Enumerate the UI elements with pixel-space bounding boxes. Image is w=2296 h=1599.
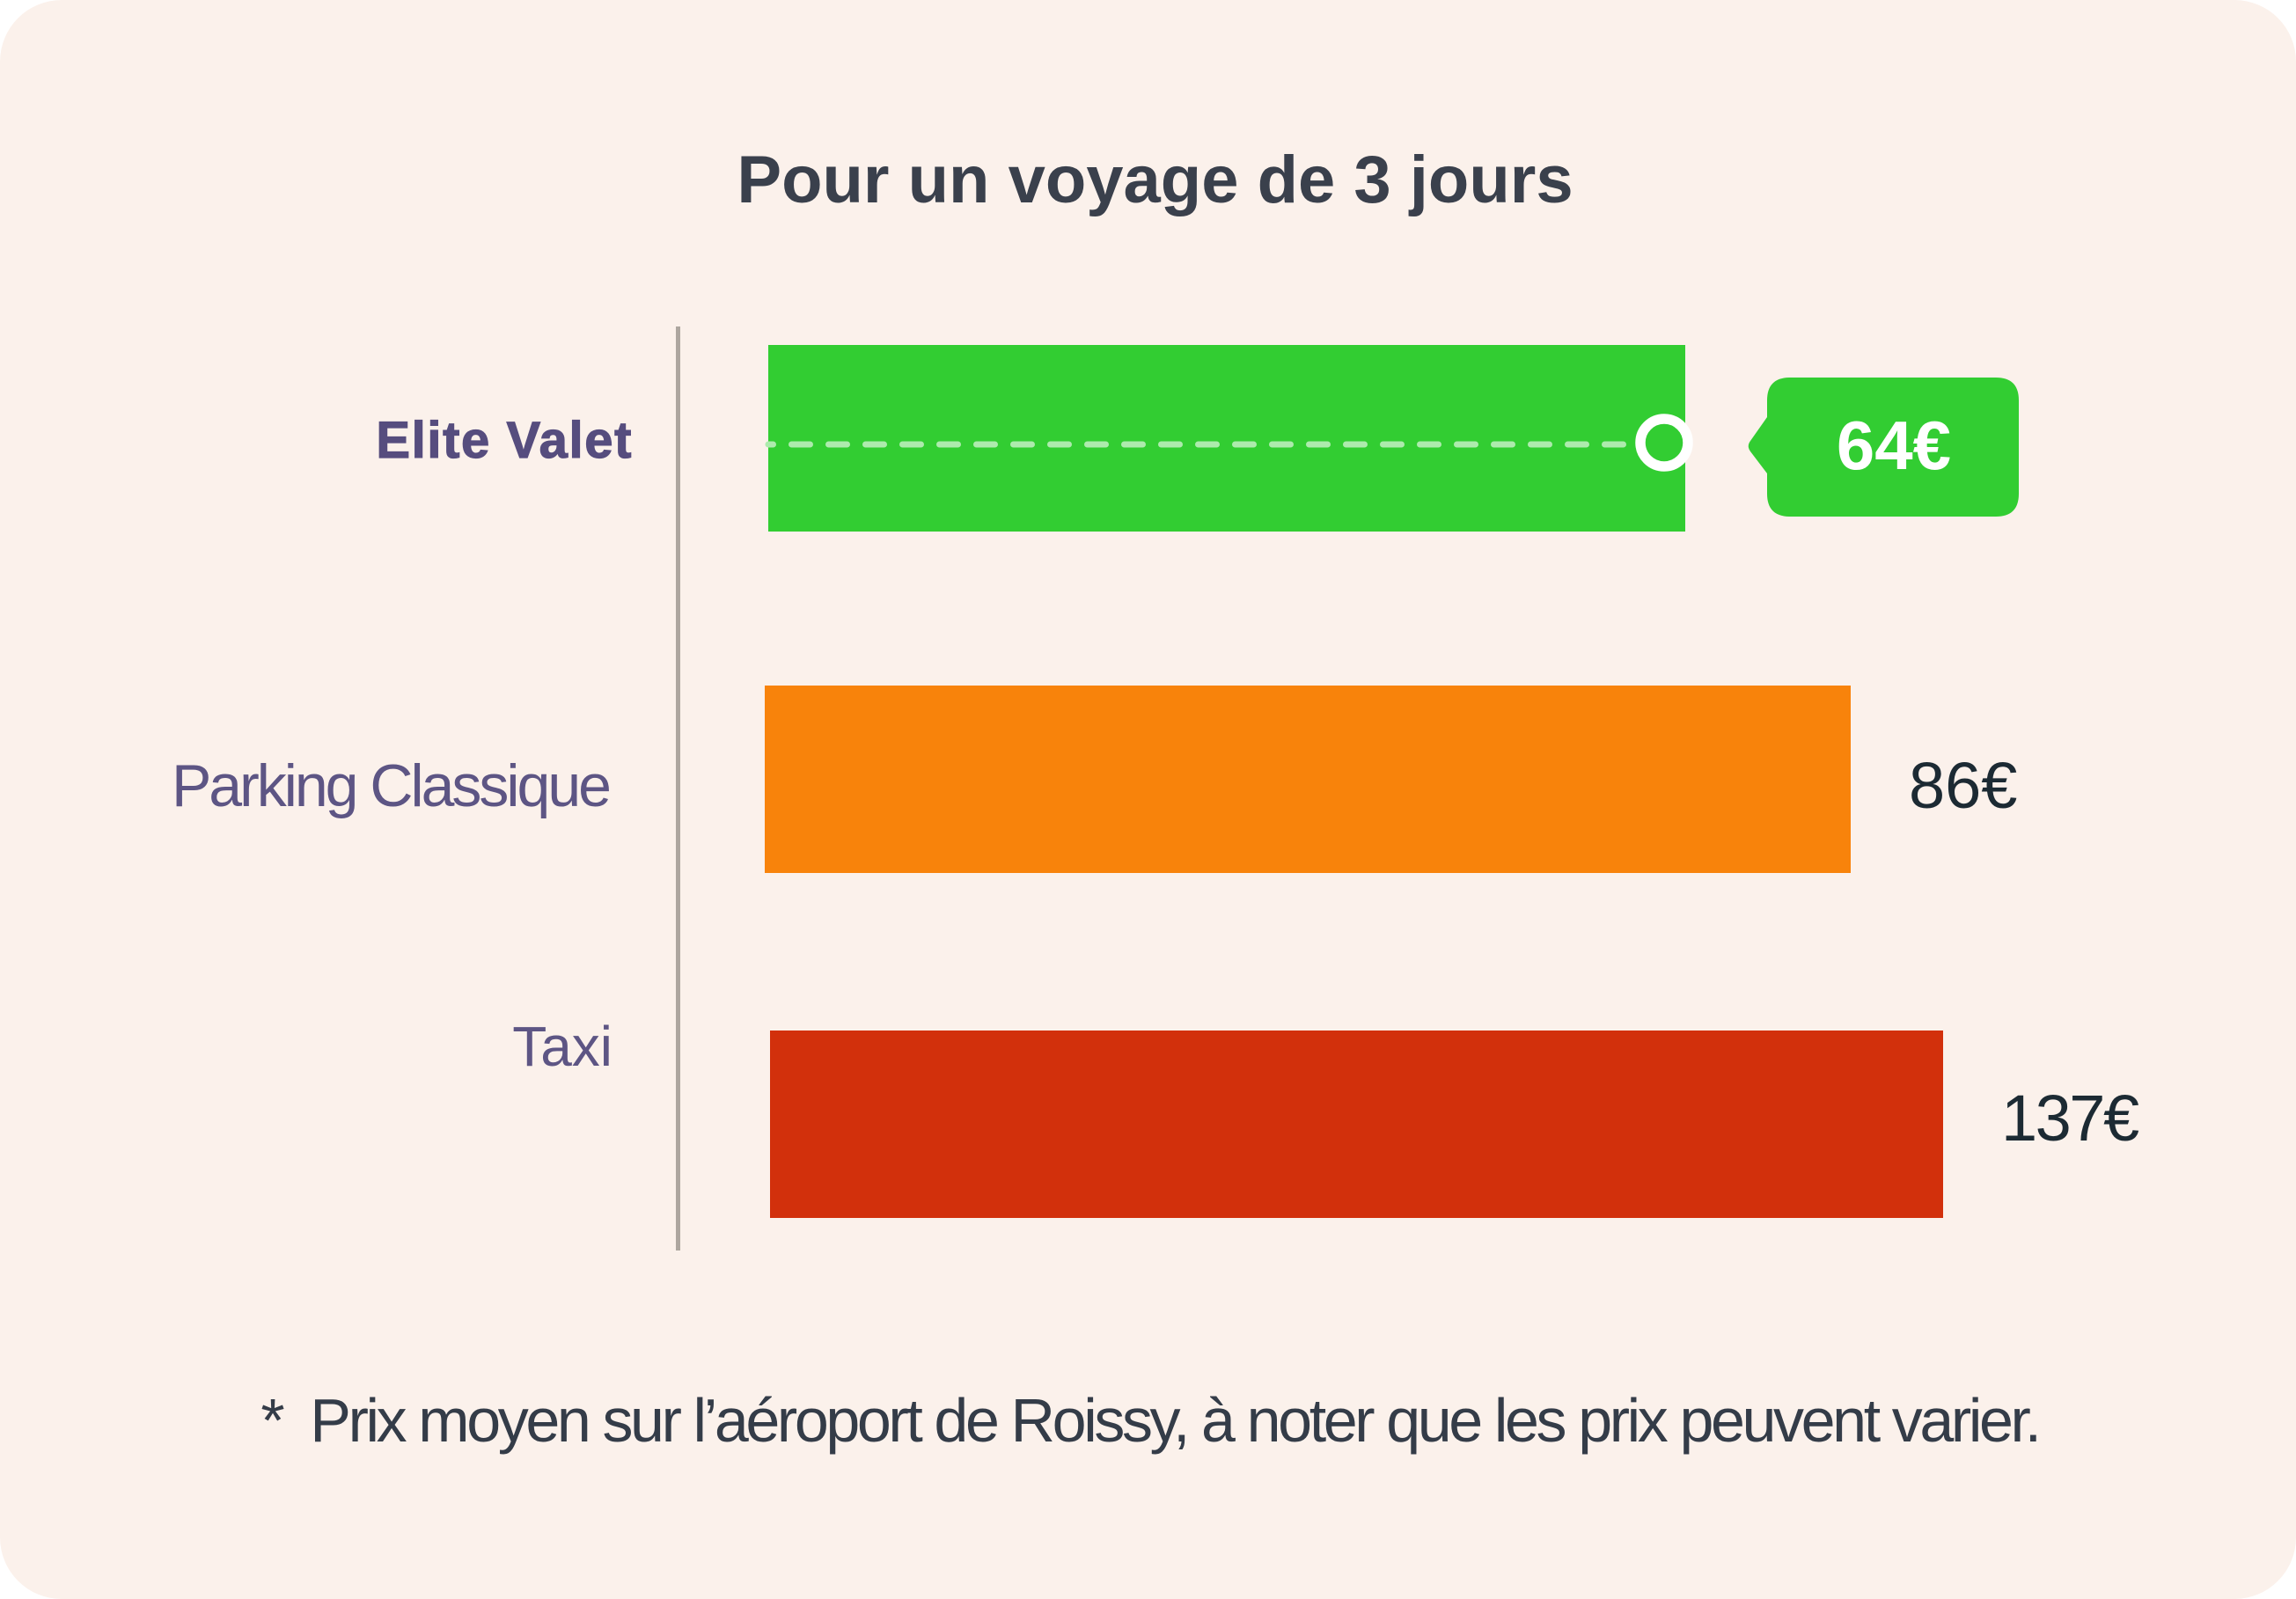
svg-text:64€: 64€ <box>1837 407 1951 484</box>
